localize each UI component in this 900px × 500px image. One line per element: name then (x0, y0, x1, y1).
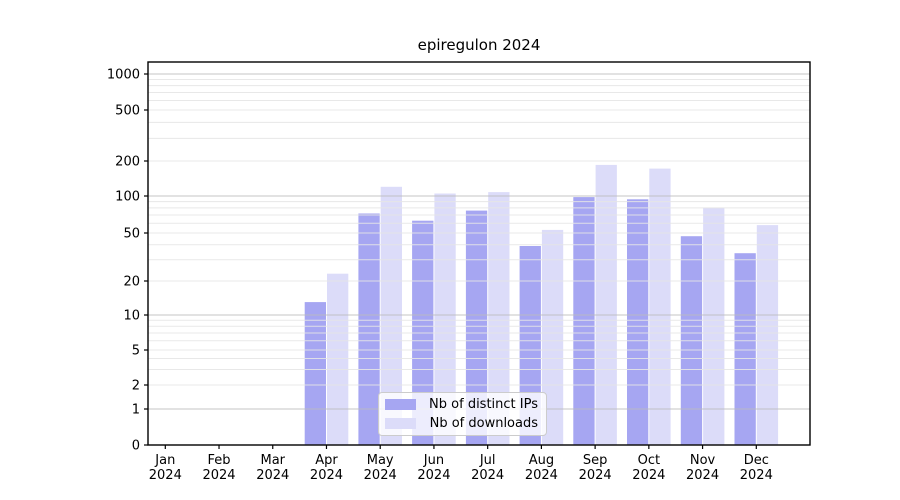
x-tick-label-month: Feb (208, 453, 231, 468)
y-tick-label-100: 100 (115, 190, 140, 205)
x-tick-label-month: May (367, 453, 394, 468)
x-tick-label-year: 2024 (149, 468, 182, 483)
bar-nb-of-distinct-ips-apr (304, 302, 326, 445)
x-tick-label-month: Aug (529, 453, 554, 468)
chart-title: epiregulon 2024 (417, 36, 541, 54)
legend-row-downloads: Nb of downloads (385, 416, 538, 431)
x-tick-label-year: 2024 (364, 468, 397, 483)
x-tick-label-year: 2024 (417, 468, 450, 483)
legend-swatch-ips (385, 399, 416, 410)
x-tick-label-year: 2024 (740, 468, 773, 483)
x-tick-label-year: 2024 (202, 468, 235, 483)
x-tick-label-month: Mar (260, 453, 285, 468)
axes-box (147, 61, 811, 446)
y-tick-label-1: 1 (132, 403, 140, 418)
legend-row-ips: Nb of distinct IPs (385, 397, 538, 412)
legend-swatch-downloads (385, 418, 416, 429)
x-tick-label-month: Sep (583, 453, 608, 468)
legend: Nb of distinct IPs Nb of downloads (378, 392, 547, 436)
bar-nb-of-downloads-oct (649, 168, 671, 445)
y-tick-label-10: 10 (123, 309, 140, 324)
x-tick-label-month: Jan (154, 453, 175, 468)
x-tick-label-year: 2024 (632, 468, 665, 483)
x-tick-label-year: 2024 (310, 468, 343, 483)
x-tick-label-year: 2024 (471, 468, 504, 483)
bar-nb-of-distinct-ips-dec (734, 253, 756, 445)
x-tick-label-month: Jun (423, 453, 444, 468)
y-tick-label-50: 50 (123, 227, 140, 242)
y-tick-label-1000: 1000 (107, 68, 140, 83)
legend-label-downloads: Nb of downloads (429, 416, 538, 431)
bar-nb-of-distinct-ips-oct (627, 199, 649, 445)
bar-nb-of-downloads-apr (327, 273, 349, 445)
bar-nb-of-distinct-ips-jul (465, 210, 488, 445)
x-tick-label-month: Apr (315, 453, 338, 468)
bar-nb-of-downloads-sep (595, 164, 617, 445)
bar-nb-of-distinct-ips-may (358, 213, 380, 445)
y-tick-label-200: 200 (115, 155, 140, 170)
x-tick-label-month: Nov (690, 453, 716, 468)
bar-nb-of-downloads-aug (541, 229, 564, 445)
x-tick-label-year: 2024 (579, 468, 612, 483)
x-tick-label-month: Jul (479, 453, 496, 468)
x-tick-label-month: Dec (744, 453, 769, 468)
x-tick-label-year: 2024 (525, 468, 558, 483)
x-tick-label-month: Oct (638, 453, 660, 468)
y-tick-label-2: 2 (132, 379, 140, 394)
y-tick-label-0: 0 (132, 439, 140, 454)
x-tick-label-year: 2024 (686, 468, 719, 483)
y-tick-label-20: 20 (123, 275, 140, 290)
y-tick-label-500: 500 (115, 104, 140, 119)
bar-nb-of-downloads-jun (434, 193, 456, 445)
bar-nb-of-downloads-jul (488, 192, 510, 445)
bar-nb-of-downloads-dec (756, 225, 779, 445)
bar-nb-of-downloads-may (380, 186, 402, 445)
legend-label-ips: Nb of distinct IPs (429, 397, 538, 412)
y-tick-label-5: 5 (132, 344, 140, 359)
x-tick-label-year: 2024 (256, 468, 289, 483)
